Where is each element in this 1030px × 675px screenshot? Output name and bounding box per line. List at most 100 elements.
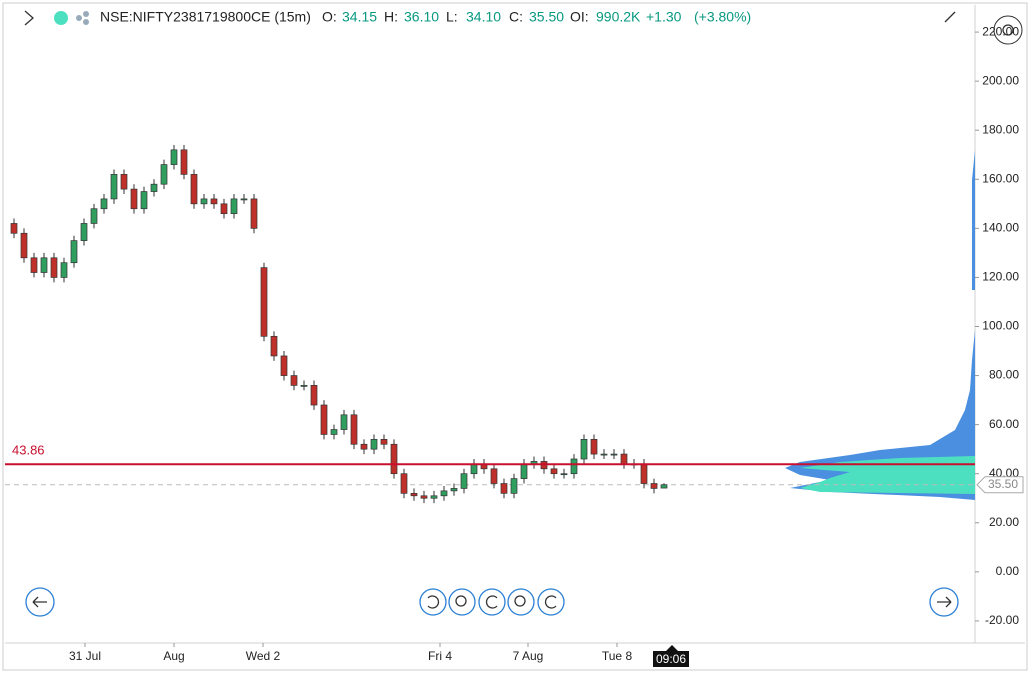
change: +1.30 — [646, 9, 682, 25]
candle-body — [160, 164, 168, 185]
candle-body — [50, 257, 58, 278]
candle-body — [400, 473, 408, 494]
icon — [455, 595, 467, 607]
y-tick-label: -20.00 — [985, 613, 1019, 627]
candle-body — [460, 473, 468, 489]
candle-body — [10, 223, 18, 234]
y-tick-label: 100.00 — [982, 319, 1019, 333]
x-tick-label: Fri 4 — [428, 649, 452, 663]
time-tag-label: 09:06 — [656, 652, 686, 666]
expand-icon[interactable] — [944, 11, 956, 23]
candle-body — [240, 198, 248, 201]
icon — [544, 595, 557, 609]
candle-body — [270, 335, 278, 357]
candle-body — [620, 453, 628, 465]
candle-body — [190, 174, 198, 205]
candle-body — [650, 483, 658, 489]
field-label: H: — [384, 9, 398, 25]
x-tick-label: Tue 8 — [602, 649, 633, 663]
nav-buttons — [25, 587, 959, 617]
field-value: 34.10 — [466, 9, 501, 25]
candle-body — [330, 429, 338, 435]
candle-body — [230, 198, 238, 214]
candle-body — [40, 257, 48, 273]
icon — [485, 595, 498, 609]
y-tick-label: 160.00 — [982, 171, 1019, 185]
candle-body — [440, 490, 448, 497]
candle-body — [490, 468, 498, 484]
y-tick-label: 60.00 — [989, 417, 1019, 431]
candle-body — [80, 223, 88, 241]
candle-body — [580, 439, 588, 460]
candle-body — [100, 198, 108, 210]
zoom-out-button[interactable] — [448, 588, 476, 616]
candle-body — [280, 355, 288, 376]
candle-body — [110, 174, 118, 200]
candle-body — [20, 232, 28, 259]
candle-body — [590, 439, 598, 455]
candle-body — [70, 240, 78, 264]
field-label: O: — [322, 9, 337, 25]
candle-body — [520, 463, 528, 479]
candle-body — [290, 375, 298, 386]
candle-body — [210, 198, 218, 205]
candle-body — [640, 463, 648, 484]
candle-body — [560, 473, 568, 476]
candle-body — [470, 463, 478, 475]
candle-body — [130, 188, 138, 210]
candle-body — [170, 149, 178, 165]
field-value: 35.50 — [529, 9, 564, 25]
y-tick-label: 220.00 — [982, 24, 1019, 38]
y-tick-label: 140.00 — [982, 221, 1019, 235]
candle-body — [550, 468, 558, 475]
candle-body — [90, 208, 98, 224]
y-tick-label: 0.00 — [996, 564, 1020, 578]
reset-button[interactable] — [478, 588, 506, 616]
candle-body — [180, 149, 188, 175]
candle-body — [420, 495, 428, 499]
zoom-in-button[interactable] — [507, 588, 535, 616]
field-value: 34.15 — [342, 9, 377, 25]
candle-body — [300, 385, 308, 387]
candle-body — [450, 488, 458, 492]
candle-body — [390, 443, 398, 475]
candle-body — [260, 267, 268, 337]
candle-body — [500, 483, 508, 494]
candle-body — [340, 414, 348, 430]
icon — [514, 595, 526, 607]
field-value: 36.10 — [404, 9, 439, 25]
candle-body — [660, 484, 668, 489]
field-label: L: — [446, 9, 458, 25]
change-pct: (+3.80%) — [694, 9, 751, 25]
icon — [32, 596, 47, 608]
y-tick-label: 120.00 — [982, 270, 1019, 284]
collapse-icon[interactable] — [24, 10, 34, 26]
candle-body — [370, 439, 378, 450]
field-value: 990.2K — [596, 9, 641, 25]
redo-button[interactable] — [537, 588, 565, 616]
candle-body — [200, 198, 208, 205]
candle-body — [320, 404, 328, 435]
price-tag-label: 35.50 — [988, 477, 1018, 491]
time-tag-pointer — [666, 645, 678, 651]
undo-button[interactable] — [419, 588, 447, 616]
y-tick-label: 80.00 — [989, 368, 1019, 382]
candle-body — [350, 414, 358, 445]
candle-body — [30, 257, 38, 273]
candle-body — [510, 478, 518, 494]
compare-icon[interactable] — [76, 11, 89, 25]
x-tick-label: Wed 2 — [246, 649, 281, 663]
candle-body — [60, 262, 68, 278]
field-label: C: — [509, 9, 523, 25]
price-tag — [976, 476, 1024, 494]
level-label: 43.86 — [12, 443, 45, 458]
icon — [937, 596, 952, 608]
x-tick-label: Aug — [163, 649, 184, 663]
field-label: OI: — [570, 9, 589, 25]
y-tick-label: 20.00 — [989, 515, 1019, 529]
candle-body — [150, 183, 158, 192]
settings-button[interactable] — [993, 15, 1023, 45]
symbol: NSE:NIFTY2381719800CE (15m) — [100, 9, 311, 25]
